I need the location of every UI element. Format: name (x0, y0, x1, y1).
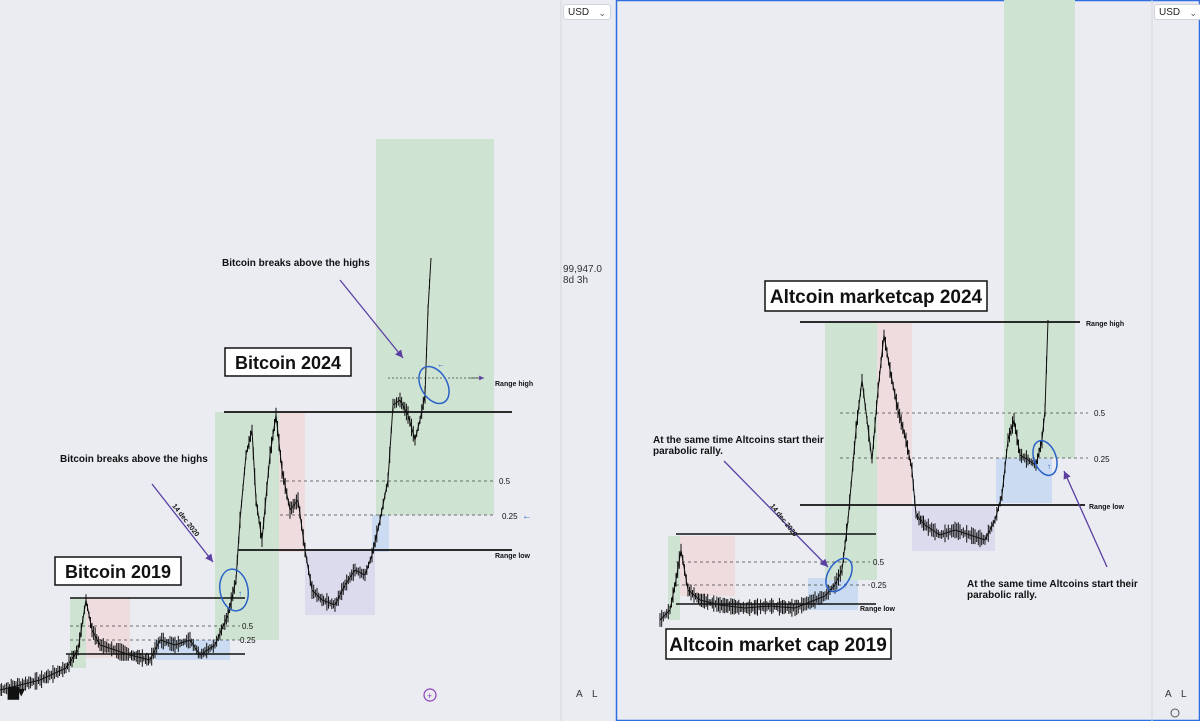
chevron-down-icon: ⌄ (598, 8, 606, 18)
range-low-label: Range low (495, 553, 531, 560)
annotation-arrow-r1 (723, 460, 829, 568)
currency-value-left: USD (568, 7, 590, 18)
price-trace (659, 319, 1049, 621)
zone-red-2019-r (680, 536, 735, 596)
bar-countdown: 8d 3h (563, 275, 589, 286)
title-box-2024-r (764, 280, 988, 312)
date-note-right: 14 dec 2020 (768, 503, 798, 538)
circle-arrow-r1: ↑ (843, 581, 847, 590)
title-2019-r: Altcoin market cap 2019 (669, 635, 887, 656)
fib-label-025-2019: 0.25 (240, 636, 256, 645)
circle-arrow-r2: ↑ (1047, 462, 1051, 471)
fib-label-025-2024: 0.25 (502, 512, 518, 521)
auto-scale-button-left[interactable]: A (576, 689, 583, 700)
add-indicator-plus: + (427, 691, 432, 701)
settings-gear-icon[interactable] (1170, 708, 1180, 718)
fib-arrow-marker: ← (522, 511, 532, 522)
fib-label-05-2024-r: 0.5 (1094, 409, 1106, 418)
title-2024-r: Altcoin marketcap 2024 (770, 287, 983, 308)
currency-select-right[interactable]: USD ⌄ (1154, 4, 1200, 20)
annotation-arrow-2024 (339, 279, 404, 359)
title-2019: Bitcoin 2019 (65, 562, 171, 582)
currency-select-left[interactable]: USD ⌄ (563, 4, 611, 20)
note-breaks-highs-2024: Bitcoin breaks above the highs (222, 258, 370, 269)
zone-red-2021 (279, 412, 305, 552)
range-low-label-r1: Range low (1089, 504, 1125, 511)
annotation-arrow-r2 (1063, 470, 1108, 568)
note-breaks-highs-2020: Bitcoin breaks above the highs (60, 454, 208, 465)
note-r1-line2: parabolic rally. (653, 446, 723, 457)
bitcoin-price-series (0, 257, 432, 696)
right-chart-pane[interactable]: ↑ ↑ Altcoin marketcap 2024 Altcoin marke… (653, 0, 1180, 718)
title-box-2019-r (665, 628, 892, 660)
title-2024: Bitcoin 2024 (235, 353, 341, 373)
tradingview-logo-icon[interactable]: ▆▾ (8, 683, 25, 699)
fib-label-05-2019: 0.5 (242, 622, 254, 631)
zone-green-2024 (376, 139, 494, 515)
price-trace (0, 257, 432, 691)
zone-blue-2023-r (996, 458, 1052, 503)
circle-arrow-2024: ← (437, 360, 445, 369)
breakout-circle-2024 (418, 365, 450, 405)
range-high-label-r: Range high (1086, 321, 1124, 328)
last-price-tag: 99,947.0 8d 3h (563, 264, 611, 286)
fib-label-05-2019-r: 0.5 (873, 558, 885, 567)
annotation-arrow-2020 (151, 483, 214, 563)
title-box-2019 (54, 556, 182, 586)
left-chart-pane[interactable]: ↑ ← ← Bitcoin 2019 Bitcoin 2024 Bitcoin … (0, 139, 533, 702)
zone-purple-2022 (305, 550, 375, 615)
zone-green-2024-r (1004, 0, 1075, 458)
date-note-left: 14 dec 2020 (170, 503, 200, 538)
fib-label-05-2024: 0.5 (499, 477, 511, 486)
log-scale-button-right[interactable]: L (1181, 689, 1187, 700)
fib-label-025-2019-r: 0.25 (871, 581, 887, 590)
note-r2-line1: At the same time Altcoins start their (967, 579, 1138, 590)
range-low-label-r2: Range low (860, 606, 896, 613)
auto-scale-button-right[interactable]: A (1165, 689, 1172, 700)
log-scale-button-left[interactable]: L (592, 689, 598, 700)
breakout-circle-2020-r (825, 557, 853, 593)
add-indicator-icon[interactable] (423, 688, 437, 702)
note-r1-line1: At the same time Altcoins start their (653, 435, 824, 446)
zone-green-2020-r (825, 323, 877, 580)
circle-arrow-2020: ↑ (238, 589, 242, 598)
zone-blue-2023 (372, 515, 389, 552)
altcoin-price-series (659, 319, 1049, 627)
range-high-label: Range high (495, 381, 533, 388)
breakout-circle-2024-r (1032, 439, 1058, 477)
title-box-2024 (224, 347, 352, 377)
chevron-down-icon: ⌄ (1189, 8, 1197, 18)
currency-value-right: USD (1159, 7, 1181, 18)
fib-label-025-2024-r: 0.25 (1094, 455, 1110, 464)
note-r2-line2: parabolic rally. (967, 590, 1037, 601)
breakout-circle-2020 (218, 568, 250, 612)
zone-green-2019 (70, 598, 86, 668)
last-price-value: 99,947.0 (563, 264, 602, 275)
